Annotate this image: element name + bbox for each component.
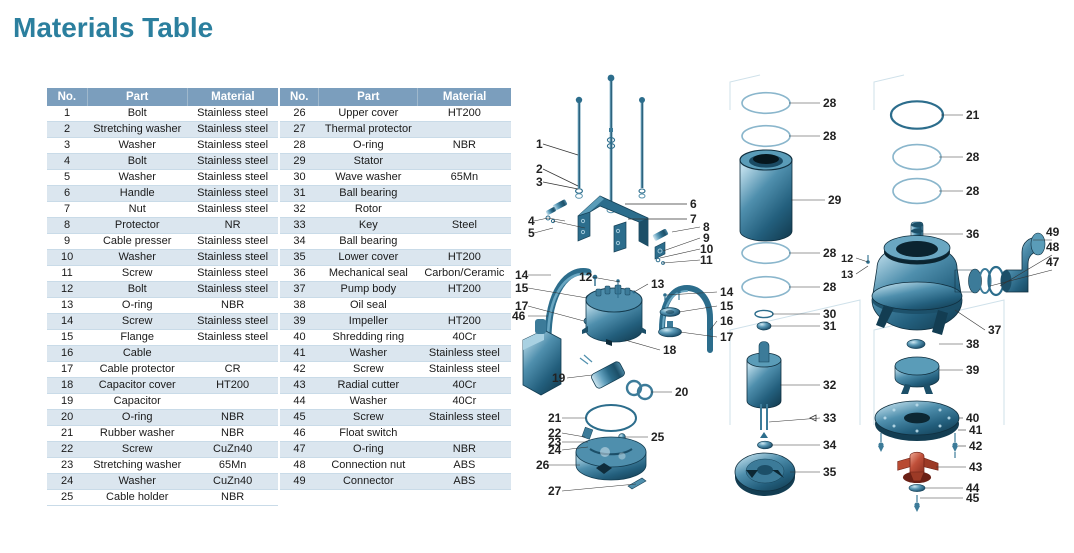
svg-text:21: 21 — [548, 411, 562, 425]
svg-text:5: 5 — [528, 226, 535, 240]
svg-text:15: 15 — [720, 299, 734, 313]
svg-text:3: 3 — [536, 175, 543, 189]
svg-text:49: 49 — [1046, 225, 1060, 239]
svg-text:39: 39 — [966, 363, 980, 377]
svg-text:13: 13 — [651, 277, 665, 291]
svg-text:35: 35 — [823, 465, 837, 479]
svg-text:43: 43 — [969, 460, 983, 474]
svg-text:16: 16 — [720, 314, 734, 328]
svg-text:37: 37 — [988, 323, 1002, 337]
svg-text:1: 1 — [536, 137, 543, 151]
svg-text:12: 12 — [841, 253, 853, 265]
svg-text:13: 13 — [841, 269, 853, 281]
svg-text:31: 31 — [823, 319, 837, 333]
svg-text:47: 47 — [1046, 255, 1060, 269]
svg-text:14: 14 — [515, 268, 529, 282]
svg-text:19: 19 — [552, 371, 566, 385]
svg-text:14: 14 — [720, 285, 734, 299]
svg-text:17: 17 — [720, 330, 734, 344]
svg-text:15: 15 — [515, 281, 529, 295]
svg-text:12: 12 — [579, 270, 593, 284]
svg-text:28: 28 — [823, 280, 837, 294]
svg-text:46: 46 — [512, 309, 526, 323]
svg-text:2: 2 — [536, 162, 543, 176]
svg-text:29: 29 — [828, 193, 842, 207]
svg-text:34: 34 — [823, 438, 837, 452]
svg-text:42: 42 — [969, 439, 983, 453]
svg-text:7: 7 — [690, 212, 697, 226]
svg-text:28: 28 — [823, 96, 837, 110]
svg-text:24: 24 — [548, 443, 562, 457]
svg-text:11: 11 — [700, 253, 713, 267]
svg-text:28: 28 — [823, 246, 837, 260]
svg-text:6: 6 — [690, 197, 697, 211]
svg-text:27: 27 — [548, 484, 562, 498]
svg-text:28: 28 — [966, 150, 980, 164]
svg-text:26: 26 — [536, 458, 550, 472]
svg-text:41: 41 — [969, 423, 983, 437]
svg-text:18: 18 — [663, 343, 677, 357]
svg-text:48: 48 — [1046, 240, 1060, 254]
svg-text:28: 28 — [823, 129, 837, 143]
svg-text:36: 36 — [966, 227, 980, 241]
svg-text:20: 20 — [675, 385, 689, 399]
svg-text:28: 28 — [966, 184, 980, 198]
svg-text:45: 45 — [966, 491, 980, 505]
svg-text:25: 25 — [651, 430, 665, 444]
svg-text:32: 32 — [823, 378, 837, 392]
svg-text:33: 33 — [823, 411, 837, 425]
svg-text:21: 21 — [966, 108, 980, 122]
svg-text:38: 38 — [966, 337, 980, 351]
